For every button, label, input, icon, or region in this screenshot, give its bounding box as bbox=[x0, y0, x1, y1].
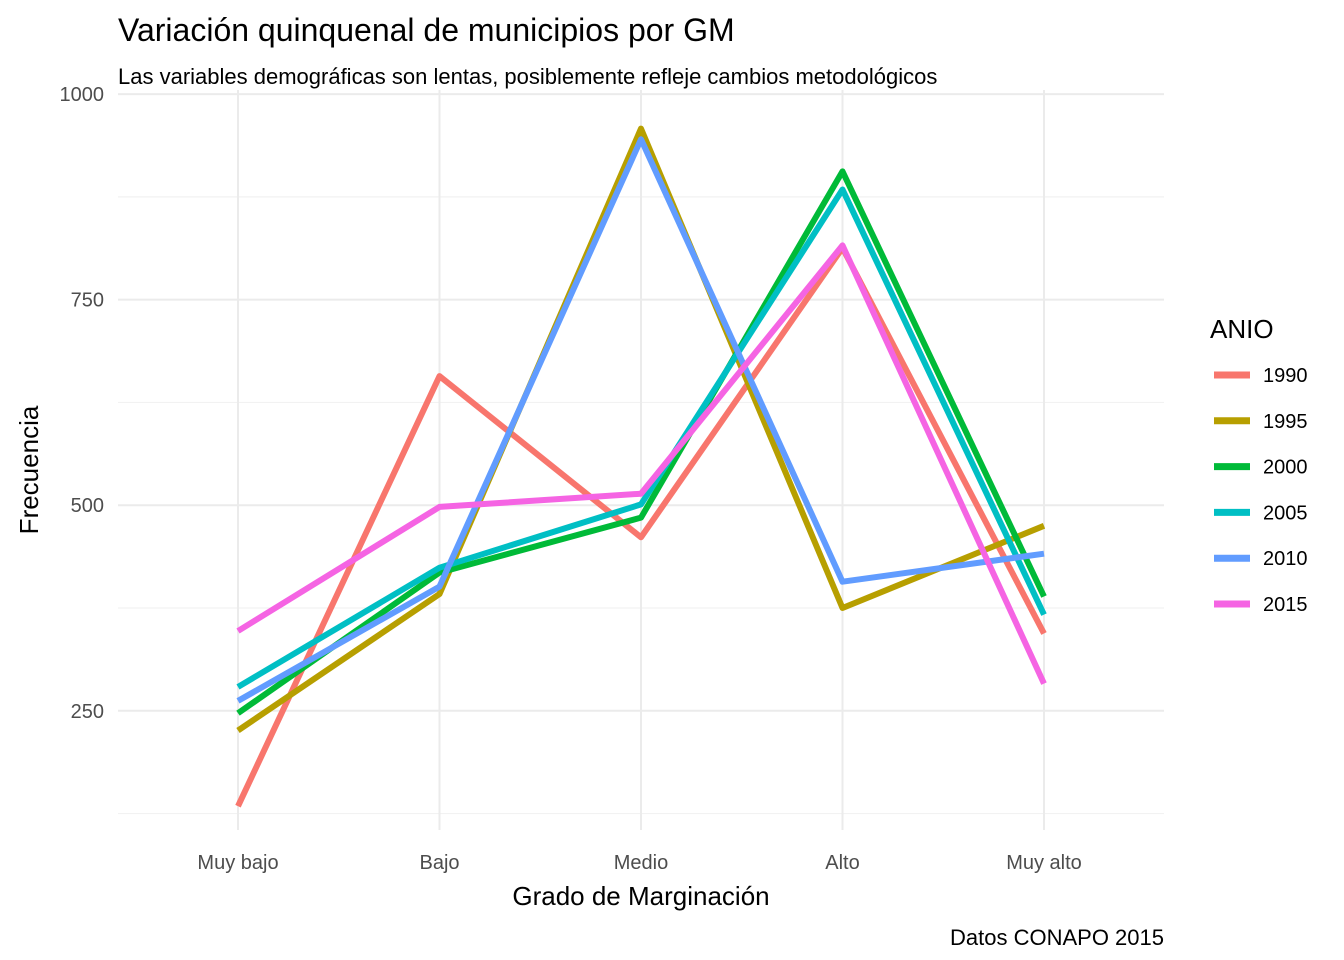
x-axis-ticks: Muy bajo Bajo Medio Alto Muy alto bbox=[197, 852, 1081, 874]
series-line-2005 bbox=[236, 186, 1047, 690]
y-axis-title: Frecuencia bbox=[14, 405, 44, 534]
chart-caption: Datos CONAPO 2015 bbox=[950, 925, 1164, 950]
y-tick-label: 500 bbox=[71, 495, 104, 517]
series-line-2000 bbox=[236, 168, 1047, 716]
legend-label-2010: 2010 bbox=[1263, 548, 1308, 570]
chart-title: Variación quinquenal de municipios por G… bbox=[118, 12, 735, 48]
legend-title: ANIO bbox=[1210, 314, 1274, 344]
chart-subtitle: Las variables demográficas son lentas, p… bbox=[118, 64, 937, 89]
y-tick-label: 750 bbox=[71, 290, 104, 312]
x-axis-title: Grado de Marginación bbox=[512, 881, 769, 911]
plot-grid bbox=[118, 90, 1164, 830]
series-line-1990 bbox=[235, 244, 1047, 808]
series-lines bbox=[235, 125, 1047, 808]
y-axis-ticks: 250 500 750 1000 bbox=[60, 84, 105, 723]
series-line-2010 bbox=[236, 136, 1045, 704]
legend-label-2000: 2000 bbox=[1263, 457, 1308, 479]
x-tick-label: Muy bajo bbox=[197, 852, 278, 874]
legend-label-1990: 1990 bbox=[1263, 365, 1308, 387]
x-tick-label: Medio bbox=[614, 852, 668, 874]
y-tick-label: 1000 bbox=[60, 84, 105, 106]
x-tick-label: Bajo bbox=[419, 852, 459, 874]
x-tick-label: Muy alto bbox=[1006, 852, 1082, 874]
series-line-1995 bbox=[236, 125, 1046, 733]
y-tick-label: 250 bbox=[71, 701, 104, 723]
series-line-2015 bbox=[236, 242, 1047, 685]
legend: ANIO 1990 1995 2000 2005 2010 2015 bbox=[1210, 314, 1308, 616]
legend-label-1995: 1995 bbox=[1263, 411, 1308, 433]
legend-label-2005: 2005 bbox=[1263, 502, 1308, 524]
x-tick-label: Alto bbox=[825, 852, 859, 874]
legend-label-2015: 2015 bbox=[1263, 594, 1308, 616]
